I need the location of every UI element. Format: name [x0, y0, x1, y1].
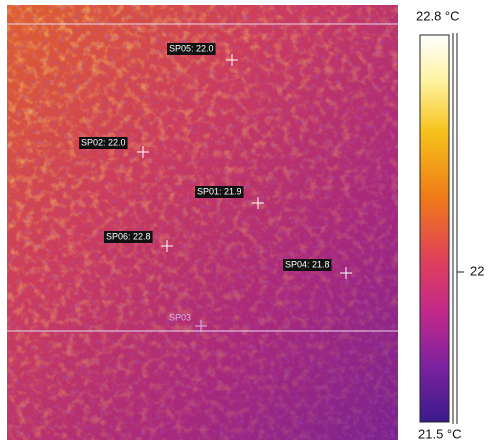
scale-bar [419, 34, 450, 423]
spot-label: SP06: 22.8 [106, 231, 151, 241]
spot-label-bg [283, 259, 332, 271]
scale-min: 21.5 °C [418, 426, 462, 441]
spot-label: SP02: 22.0 [81, 137, 126, 147]
color-scale: 22.8 °C 21.5 °C 22 [416, 8, 484, 441]
spot-label-bg [104, 231, 153, 243]
spot-label-bg [79, 137, 128, 149]
spot-markers: SP05: 22.0 SP02: 22.0 SP01: 21.9 SP06: 22.8… [79, 43, 352, 332]
spot-label-bg [167, 43, 216, 55]
scale-mid: 22 [470, 263, 484, 278]
thermal-image [7, 5, 398, 440]
spot-label: SP03 [169, 312, 191, 322]
spot-label: SP01: 21.9 [197, 186, 242, 196]
spot-label-bg [195, 186, 244, 198]
spot-label: SP05: 22.0 [169, 43, 214, 53]
image-texture-cool [7, 5, 398, 440]
scale-max: 22.8 °C [416, 8, 460, 23]
spot-label: SP04: 21.8 [285, 259, 330, 269]
